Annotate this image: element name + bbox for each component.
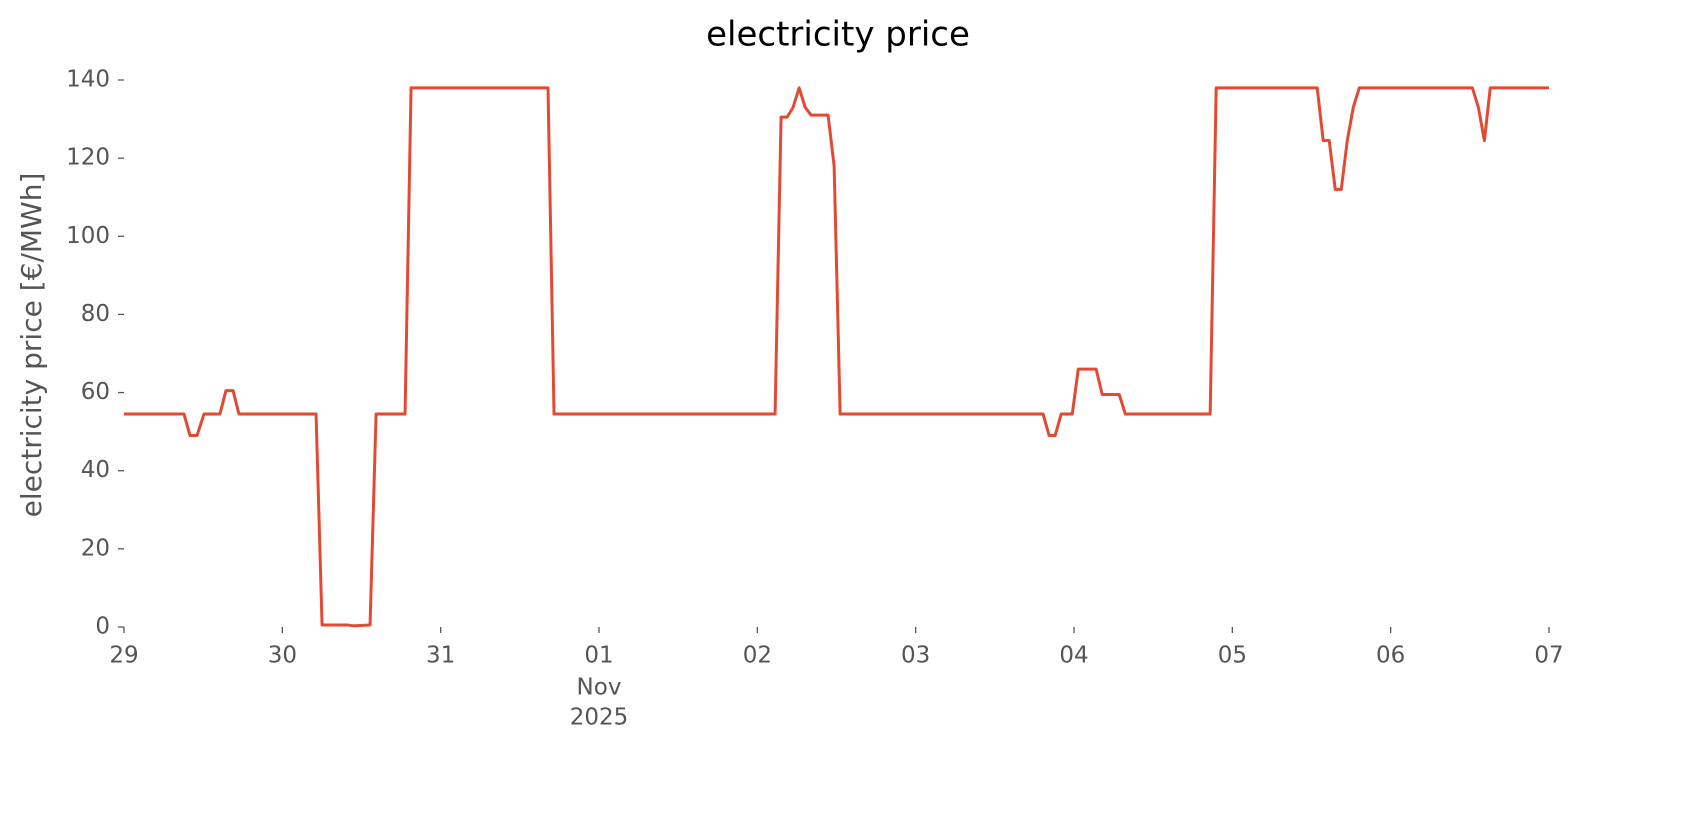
- y-tick-label: 120: [66, 145, 110, 171]
- x-tick-label: 02: [743, 643, 772, 669]
- x-tick-label: 30: [268, 643, 297, 669]
- chart-title: electricity price: [706, 15, 970, 55]
- x-tick-label: 05: [1218, 643, 1247, 669]
- y-tick-label: 80: [81, 301, 110, 327]
- x-tick-label: 31: [426, 643, 455, 669]
- y-tick-label: 100: [66, 223, 110, 249]
- y-tick-label: 40: [81, 457, 110, 483]
- x-tick-label: 07: [1534, 643, 1563, 669]
- x-tick-label: 03: [901, 643, 930, 669]
- price-line: [124, 86, 1549, 628]
- x-tick-label: 04: [1059, 643, 1088, 669]
- y-axis-label: electricity price [€/MWh]: [15, 173, 48, 518]
- y-tick-label: 140: [66, 67, 110, 93]
- x-tick-sublabel: Nov: [577, 675, 622, 701]
- x-tick-sublabel: 2025: [570, 705, 629, 731]
- x-tick-label: 29: [109, 643, 138, 669]
- x-tick-label: 06: [1376, 643, 1405, 669]
- x-tick-label: 01: [584, 643, 613, 669]
- y-tick-label: 20: [81, 535, 110, 561]
- y-tick-label: 60: [81, 379, 110, 405]
- y-tick-label: 0: [95, 614, 110, 640]
